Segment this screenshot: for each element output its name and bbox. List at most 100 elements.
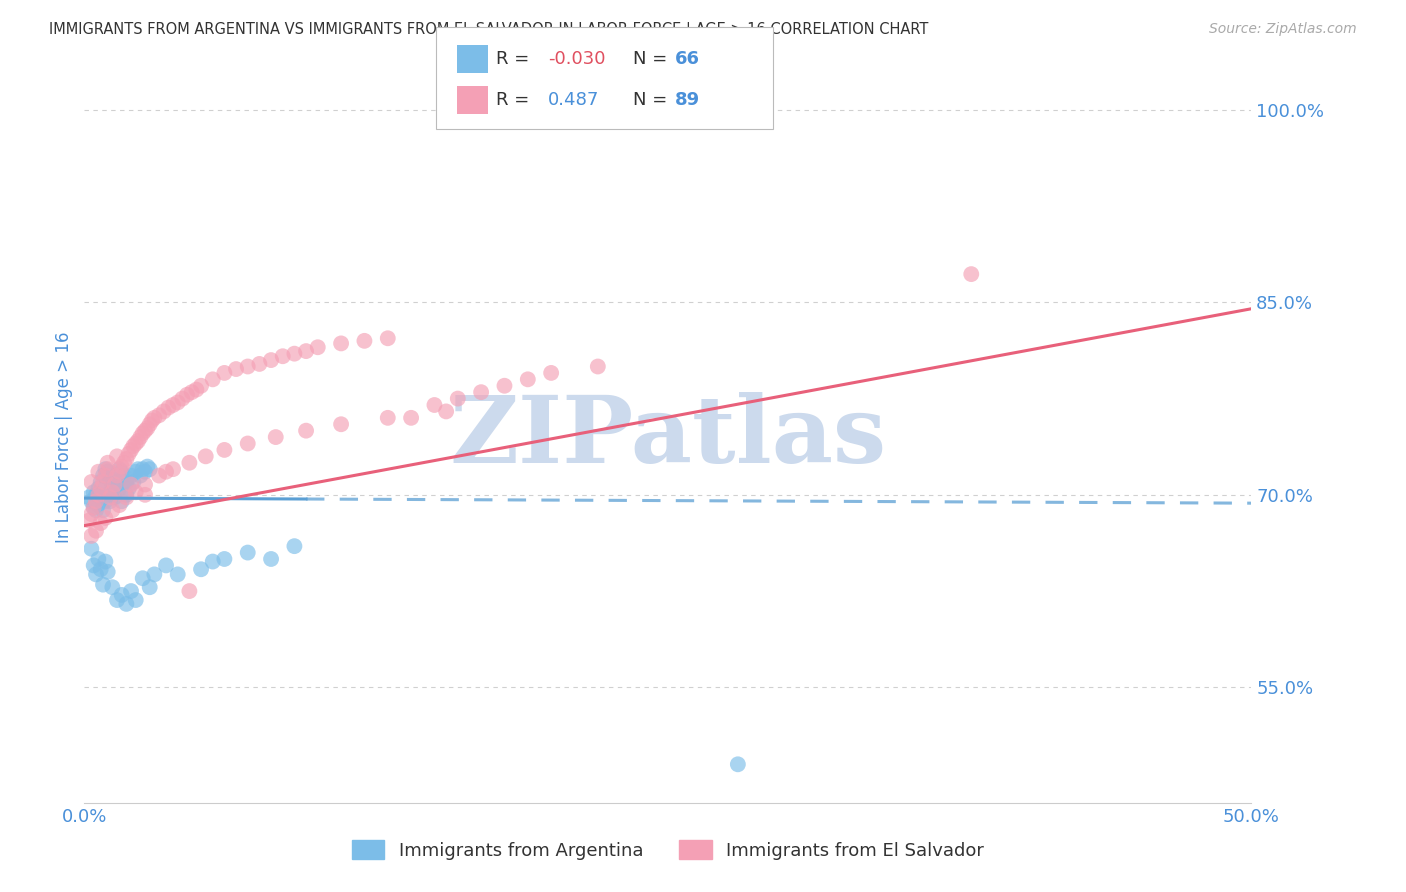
Point — [94, 462, 117, 476]
Point — [152, 404, 174, 418]
Point — [214, 366, 236, 380]
Point — [84, 567, 107, 582]
Point — [101, 503, 124, 517]
Point — [84, 494, 107, 508]
Point — [120, 584, 142, 599]
Point — [194, 450, 217, 464]
Point — [97, 465, 120, 479]
Point — [201, 372, 224, 386]
Point — [377, 410, 399, 425]
Point — [201, 555, 224, 569]
Point — [148, 409, 170, 423]
Point — [162, 398, 184, 412]
Point — [90, 491, 112, 505]
Point — [118, 447, 141, 461]
Point — [166, 567, 188, 582]
Point — [434, 404, 457, 418]
Point — [125, 593, 148, 607]
Point — [138, 580, 160, 594]
Point — [87, 465, 110, 479]
Point — [172, 392, 194, 406]
Text: ZIPatlas: ZIPatlas — [450, 392, 886, 482]
Point — [122, 439, 145, 453]
Text: N =: N = — [633, 91, 672, 109]
Point — [83, 500, 105, 515]
Point — [134, 477, 156, 491]
Point — [307, 340, 329, 354]
Point — [77, 491, 100, 505]
Point — [155, 558, 177, 573]
Point — [105, 450, 128, 464]
Point — [98, 472, 121, 486]
Point — [377, 331, 399, 345]
Point — [353, 334, 375, 348]
Point — [94, 468, 117, 483]
Point — [94, 555, 117, 569]
Point — [84, 524, 107, 538]
Point — [115, 491, 138, 505]
Point — [330, 417, 353, 432]
Point — [260, 552, 283, 566]
Point — [105, 475, 128, 489]
Point — [179, 456, 201, 470]
Point — [236, 359, 259, 374]
Text: R =: R = — [496, 91, 536, 109]
Point — [111, 465, 134, 479]
Point — [84, 488, 107, 502]
Point — [80, 529, 103, 543]
Point — [80, 475, 103, 489]
Point — [125, 436, 148, 450]
Point — [105, 468, 128, 483]
Text: 89: 89 — [675, 91, 700, 109]
Point — [283, 539, 305, 553]
Point — [97, 565, 120, 579]
Point — [134, 465, 156, 479]
Point — [90, 516, 112, 530]
Point — [176, 388, 198, 402]
Point — [120, 477, 142, 491]
Point — [120, 442, 142, 457]
Point — [399, 410, 422, 425]
Point — [236, 436, 259, 450]
Point — [118, 482, 141, 496]
Point — [225, 362, 247, 376]
Point — [136, 459, 159, 474]
Point — [83, 500, 105, 515]
Point — [494, 378, 516, 392]
Point — [516, 372, 538, 386]
Point — [260, 353, 283, 368]
Point — [157, 401, 180, 415]
Point — [94, 494, 117, 508]
Legend: Immigrants from Argentina, Immigrants from El Salvador: Immigrants from Argentina, Immigrants fr… — [344, 833, 991, 867]
Point — [127, 434, 149, 448]
Point — [125, 485, 148, 500]
Point — [80, 494, 103, 508]
Point — [108, 498, 131, 512]
Point — [115, 597, 138, 611]
Point — [91, 475, 114, 489]
Point — [249, 357, 271, 371]
Point — [80, 507, 103, 521]
Point — [98, 494, 121, 508]
Point — [91, 577, 114, 591]
Point — [125, 465, 148, 479]
Point — [586, 359, 609, 374]
Text: -0.030: -0.030 — [548, 50, 606, 69]
Text: N =: N = — [633, 50, 672, 69]
Point — [132, 571, 155, 585]
Point — [112, 468, 135, 483]
Point — [166, 395, 188, 409]
Point — [90, 475, 112, 489]
Point — [143, 567, 166, 582]
Point — [190, 378, 212, 392]
Point — [111, 588, 134, 602]
Point — [295, 344, 318, 359]
Text: Source: ZipAtlas.com: Source: ZipAtlas.com — [1209, 22, 1357, 37]
Point — [90, 482, 112, 496]
Text: IMMIGRANTS FROM ARGENTINA VS IMMIGRANTS FROM EL SALVADOR IN LABOR FORCE | AGE > : IMMIGRANTS FROM ARGENTINA VS IMMIGRANTS … — [49, 22, 928, 38]
Point — [155, 465, 177, 479]
Point — [148, 468, 170, 483]
Point — [330, 336, 353, 351]
Point — [122, 475, 145, 489]
Point — [127, 462, 149, 476]
